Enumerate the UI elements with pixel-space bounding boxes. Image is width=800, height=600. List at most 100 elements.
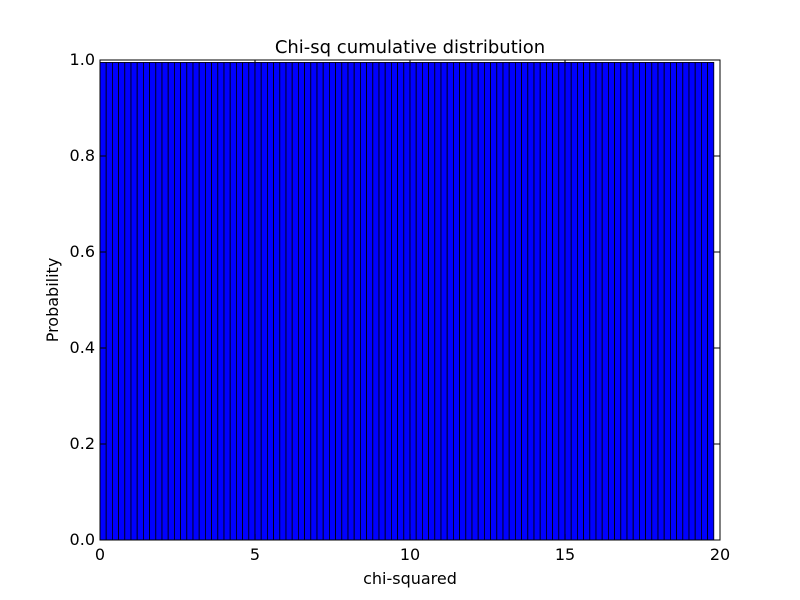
histogram-bar	[645, 62, 653, 541]
histogram-bar	[583, 62, 591, 541]
histogram-bar	[384, 62, 392, 541]
histogram-bar	[570, 62, 578, 541]
histogram-bar	[421, 62, 429, 541]
histogram-bar	[341, 62, 349, 541]
histogram-bar	[657, 62, 665, 541]
histogram-bar	[651, 62, 659, 541]
histogram-bar	[366, 62, 374, 541]
histogram-bar	[390, 62, 398, 541]
x-tick-label: 5	[250, 545, 260, 564]
histogram-bar	[161, 62, 169, 541]
chart-title: Chi-sq cumulative distribution	[275, 37, 545, 58]
histogram-bar	[558, 62, 566, 541]
histogram-bar	[397, 62, 405, 541]
histogram-bar	[415, 62, 423, 541]
histogram-bar	[211, 62, 219, 541]
histogram-bar	[328, 62, 336, 541]
y-tick-label: 0.6	[70, 242, 95, 261]
bars-layer	[99, 62, 715, 541]
histogram-bar	[688, 62, 696, 541]
histogram-bar	[632, 62, 640, 541]
histogram-bar	[192, 62, 200, 541]
histogram-bar	[254, 62, 262, 541]
histogram-bar	[136, 62, 144, 541]
histogram-bar	[229, 62, 237, 541]
histogram-bar	[601, 62, 609, 541]
histogram-bar	[694, 62, 702, 541]
histogram-bar	[515, 62, 523, 541]
histogram-bar	[372, 62, 380, 541]
y-axis-label: Probability	[43, 258, 62, 343]
histogram-bar	[112, 62, 120, 541]
histogram-bar	[539, 62, 547, 541]
histogram-bar	[310, 62, 318, 541]
histogram-bar	[335, 62, 343, 541]
histogram-bar	[701, 62, 709, 541]
histogram-bar	[359, 62, 367, 541]
histogram-bar	[552, 62, 560, 541]
histogram-bar	[465, 62, 473, 541]
histogram-bar	[291, 62, 299, 541]
histogram-bar	[471, 62, 479, 541]
histogram-bar	[589, 62, 597, 541]
histogram-bar	[409, 62, 417, 541]
histogram-bar	[142, 62, 150, 541]
histogram-bar	[527, 62, 535, 541]
histogram-bar	[198, 62, 206, 541]
histogram-bar	[316, 62, 324, 541]
histogram-bar	[223, 62, 231, 541]
histogram-bar	[490, 62, 498, 541]
histogram-bar	[707, 62, 715, 541]
histogram-bar	[279, 62, 287, 541]
histogram-bar	[242, 62, 250, 541]
y-tick-label: 0.0	[70, 530, 95, 549]
y-tick-label: 0.4	[70, 338, 95, 357]
histogram-bar	[99, 62, 107, 541]
histogram-bar	[533, 62, 541, 541]
histogram-bar	[639, 62, 647, 541]
histogram-bar	[149, 62, 157, 541]
histogram-bar	[663, 62, 671, 541]
ticks-layer: 0 5 10 15 20 0.0 0.2 0.4 0.6 0.8 1.0	[70, 50, 731, 564]
histogram-bar	[322, 62, 330, 541]
histogram-bar	[477, 62, 485, 541]
histogram-bar	[186, 62, 194, 541]
histogram-bar	[614, 62, 622, 541]
histogram-bar	[285, 62, 293, 541]
histogram-bar	[483, 62, 491, 541]
histogram-bar	[217, 62, 225, 541]
histogram-bar	[248, 62, 256, 541]
histogram-bar	[670, 62, 678, 541]
x-axis-label: chi-squared	[363, 569, 457, 588]
histogram-bar	[577, 62, 585, 541]
x-tick-label: 10	[400, 545, 420, 564]
histogram-bar	[459, 62, 467, 541]
histogram-bar	[105, 62, 113, 541]
histogram-bar	[676, 62, 684, 541]
histogram-bar	[297, 62, 305, 541]
histogram-bar	[273, 62, 281, 541]
histogram-bar	[428, 62, 436, 541]
x-tick-label: 15	[555, 545, 575, 564]
histogram-bar	[260, 62, 268, 541]
histogram-bar	[347, 62, 355, 541]
histogram-bar	[626, 62, 634, 541]
histogram-bar	[508, 62, 516, 541]
histogram-bar	[378, 62, 386, 541]
histogram-bar	[204, 62, 212, 541]
histogram-bar	[304, 62, 312, 541]
histogram-bar	[266, 62, 274, 541]
histogram-bar	[403, 62, 411, 541]
histogram-bar	[608, 62, 616, 541]
histogram-bar	[434, 62, 442, 541]
histogram-bar	[564, 62, 572, 541]
histogram-bar	[353, 62, 361, 541]
y-tick-label: 0.2	[70, 434, 95, 453]
histogram-bar	[124, 62, 132, 541]
histogram-bar	[682, 62, 690, 541]
histogram-bar	[446, 62, 454, 541]
y-tick-label: 0.8	[70, 146, 95, 165]
histogram-bar	[118, 62, 126, 541]
histogram-bar	[130, 62, 138, 541]
